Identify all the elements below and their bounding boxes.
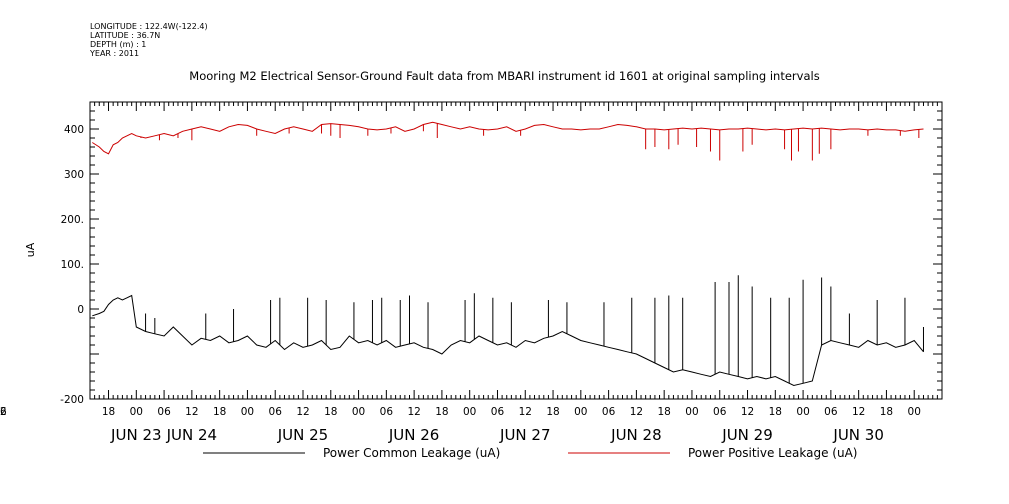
x-hour-label: 00 xyxy=(241,406,254,418)
x-hour-label: 06 xyxy=(269,406,283,418)
series-line-positive-leakage xyxy=(92,121,924,155)
depth-text: DEPTH (m) : 1 xyxy=(90,40,147,49)
x-hour-label: 18 xyxy=(880,406,893,418)
y-tick-label: 0 xyxy=(77,304,84,316)
x-hour-label: 12 xyxy=(407,406,420,418)
x-hour-label: 18 xyxy=(435,406,448,418)
y-tick-label: -200 xyxy=(60,394,84,406)
x-hour-label: 18 xyxy=(102,406,115,418)
y-tick-label: 400 xyxy=(64,124,84,136)
x-hour-label: 06 xyxy=(157,406,171,418)
x-axis: 18 00 06 12 18 00 06 12 18 00 06 12 18 00 06 12 18 00 06 12… xyxy=(0,102,938,444)
x-day-label: JUN 24 xyxy=(166,426,217,444)
x-hour-label: 12 xyxy=(0,406,7,418)
x-day-label: JUN 29 xyxy=(721,426,772,444)
x-hour-label: 00 xyxy=(463,406,476,418)
legend: Power Common Leakage (uA) Power Positive… xyxy=(203,446,857,460)
x-hour-label: 12 xyxy=(852,406,865,418)
x-hour-label: 00 xyxy=(908,406,921,418)
latitude-text: LATITUDE : 36.7N xyxy=(90,31,161,40)
x-hour-label: 12 xyxy=(296,406,309,418)
x-hour-label: 00 xyxy=(796,406,809,418)
x-hour-label: 18 xyxy=(769,406,782,418)
x-hour-label: 00 xyxy=(130,406,143,418)
x-day-label: JUN 28 xyxy=(610,426,661,444)
x-hour-label: 00 xyxy=(685,406,698,418)
x-day-label: JUN 23 xyxy=(110,426,161,444)
x-hour-label: 06 xyxy=(491,406,505,418)
metadata-block: LONGITUDE : 122.4W(-122.4) LATITUDE : 36… xyxy=(90,22,208,58)
x-hour-label: 00 xyxy=(574,406,587,418)
x-hour-label: 18 xyxy=(324,406,337,418)
x-hour-label: 18 xyxy=(546,406,559,418)
y-tick-label: 300 xyxy=(64,169,84,181)
x-hour-label: 18 xyxy=(213,406,226,418)
x-hour-label: 12 xyxy=(185,406,198,418)
x-hour-label: 06 xyxy=(602,406,616,418)
x-hour-label: 18 xyxy=(657,406,670,418)
x-hour-label: 12 xyxy=(630,406,643,418)
y-axis-label: uA xyxy=(24,242,37,257)
y-tick-label: 200. xyxy=(61,214,84,226)
legend-label-positive-leakage: Power Positive Leakage (uA) xyxy=(688,446,857,460)
x-day-label: JUN 25 xyxy=(277,426,328,444)
year-text: YEAR : 2011 xyxy=(90,49,140,58)
series-layer xyxy=(92,121,924,387)
longitude-text: LONGITUDE : 122.4W(-122.4) xyxy=(90,22,208,31)
x-day-label: JUN 26 xyxy=(388,426,439,444)
x-hour-label: 06 xyxy=(713,406,727,418)
x-hour-label: 12 xyxy=(519,406,532,418)
x-hour-label: 00 xyxy=(352,406,365,418)
y-axis: -200 0 100. 200. 300 400 xyxy=(60,110,942,406)
chart-title: Mooring M2 Electrical Sensor-Ground Faul… xyxy=(189,69,820,83)
x-day-label: JUN 30 xyxy=(832,426,883,444)
x-hour-label: 06 xyxy=(380,406,394,418)
x-day-label: JUN 27 xyxy=(499,426,550,444)
x-hour-label: 06 xyxy=(824,406,838,418)
legend-label-common-leakage: Power Common Leakage (uA) xyxy=(323,446,500,460)
series-line-common-leakage xyxy=(92,294,924,387)
x-hour-label: 06 xyxy=(0,406,7,418)
y-tick-label: 100. xyxy=(61,259,84,271)
x-hour-label: 12 xyxy=(741,406,754,418)
plot-frame xyxy=(89,101,943,400)
